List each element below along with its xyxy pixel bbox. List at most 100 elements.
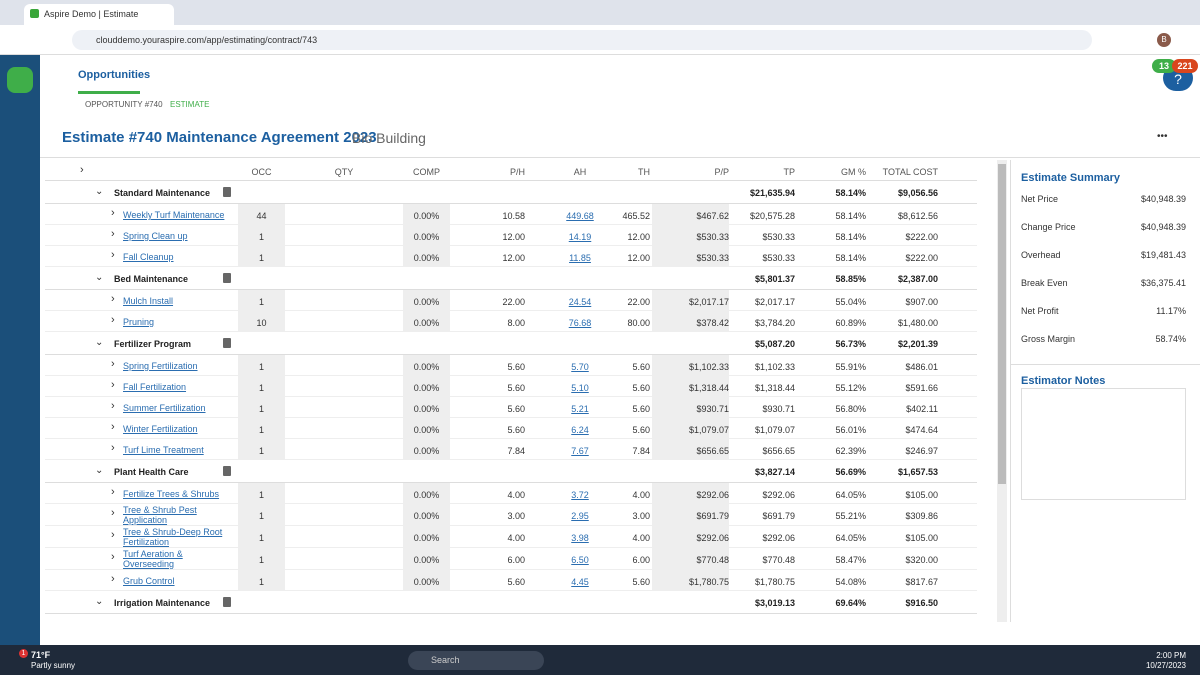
cell: $530.33 bbox=[696, 253, 729, 263]
badge: 13 bbox=[1152, 59, 1176, 73]
group-gm: 56.69% bbox=[835, 467, 866, 477]
cell: 58.14% bbox=[835, 232, 866, 242]
scrollbar bbox=[997, 160, 1007, 622]
cell[interactable]: 7.67 bbox=[571, 446, 589, 456]
item-name[interactable]: Mulch Install bbox=[123, 296, 174, 306]
group-name: Fertilizer Program bbox=[114, 339, 192, 349]
cell: 0.00% bbox=[413, 297, 440, 307]
summary-value: 11.17% bbox=[1156, 306, 1186, 316]
cell[interactable]: 449.68 bbox=[566, 211, 594, 221]
weather: Partly sunny bbox=[31, 661, 76, 670]
cell: 1 bbox=[258, 404, 264, 414]
cell: 7.84 bbox=[632, 446, 650, 456]
notification-badge: 1 bbox=[19, 649, 28, 658]
address-bar[interactable]: clouddemo.youraspire.com/app/estimating/… bbox=[72, 30, 1092, 50]
item-name[interactable]: Turf Lime Treatment bbox=[123, 445, 204, 455]
cell[interactable]: 3.72 bbox=[571, 490, 589, 500]
cell: 62.39% bbox=[835, 446, 866, 456]
notes-box[interactable] bbox=[1021, 388, 1186, 500]
cell[interactable]: 11.85 bbox=[569, 253, 591, 263]
shaded-cell bbox=[403, 504, 450, 526]
url: clouddemo.youraspire.com/app/estimating/… bbox=[96, 35, 318, 45]
item-name[interactable]: Weekly Turf Maintenance bbox=[123, 210, 225, 220]
profile[interactable]: B bbox=[1157, 33, 1171, 47]
expand: › bbox=[111, 228, 115, 240]
cell[interactable]: 14.19 bbox=[568, 232, 592, 242]
cell[interactable]: 24.54 bbox=[568, 297, 592, 307]
item-name[interactable]: Spring Clean up bbox=[123, 231, 188, 241]
cell[interactable]: 5.21 bbox=[571, 404, 589, 414]
group-tp: $3,019.13 bbox=[754, 598, 795, 608]
cell: 5.60 bbox=[507, 383, 525, 393]
cell[interactable]: 4.45 bbox=[571, 577, 589, 587]
item-name[interactable]: Spring Fertilization bbox=[123, 361, 198, 371]
page-subtitle: Bio Building bbox=[352, 130, 426, 146]
cell[interactable]: 5.10 bbox=[571, 383, 589, 393]
item-name[interactable]: Fertilize Trees & Shrubs bbox=[123, 489, 220, 499]
cell: 1 bbox=[258, 555, 264, 565]
shaded-cell bbox=[238, 483, 285, 504]
collapse: ⌄ bbox=[95, 596, 104, 607]
cell[interactable]: 6.50 bbox=[571, 555, 589, 565]
cell: $691.79 bbox=[762, 511, 795, 521]
search-box[interactable]: Search bbox=[408, 651, 544, 670]
shaded-cell bbox=[403, 204, 450, 225]
cell: 1 bbox=[258, 253, 264, 263]
shaded-cell bbox=[652, 439, 729, 460]
doc-icon bbox=[223, 187, 231, 197]
cell: 0.00% bbox=[413, 404, 440, 414]
item-name[interactable]: Tree & Shrub Pest Application bbox=[123, 505, 197, 525]
summary-title: Estimate Summary bbox=[1021, 172, 1121, 184]
shaded-cell bbox=[238, 570, 285, 591]
date: 10/27/2023 bbox=[1145, 661, 1186, 670]
shaded-cell bbox=[403, 355, 450, 376]
cell[interactable]: 6.24 bbox=[571, 425, 589, 435]
breadcrumb[interactable]: OPPORTUNITY #740 bbox=[85, 100, 163, 109]
shaded-cell bbox=[652, 483, 729, 504]
cell: 54.08% bbox=[835, 577, 866, 587]
cell: 1 bbox=[258, 297, 264, 307]
item-name[interactable]: Grub Control bbox=[123, 576, 175, 586]
item-name[interactable]: Fall Cleanup bbox=[123, 252, 174, 262]
cell[interactable]: 2.95 bbox=[571, 511, 589, 521]
group-cost: $916.50 bbox=[905, 598, 938, 608]
cell: $530.33 bbox=[762, 232, 795, 242]
column-header: TP bbox=[783, 167, 795, 177]
item-row bbox=[45, 204, 977, 225]
cell: $1,480.00 bbox=[897, 318, 938, 328]
item-name[interactable]: Winter Fertilization bbox=[123, 424, 198, 434]
item-name[interactable]: Pruning bbox=[123, 317, 155, 327]
shaded-cell bbox=[652, 504, 729, 526]
summary-label: Gross Margin bbox=[1021, 334, 1076, 344]
cell[interactable]: 3.98 bbox=[571, 533, 589, 543]
group-gm: 58.14% bbox=[835, 188, 866, 198]
cell: 1 bbox=[258, 383, 264, 393]
group-gm: 58.85% bbox=[835, 274, 866, 284]
tab[interactable]: Aspire Demo | Estimate bbox=[24, 4, 174, 25]
cell[interactable]: 76.68 bbox=[568, 318, 592, 328]
cell: $1,102.33 bbox=[754, 362, 795, 372]
item-name[interactable]: Tree & Shrub-Deep Root Fertilization bbox=[123, 527, 223, 547]
summary-panel bbox=[1010, 160, 1200, 622]
shaded-cell bbox=[652, 548, 729, 570]
cell: 58.47% bbox=[835, 555, 866, 565]
collapse: ⌄ bbox=[95, 465, 104, 476]
item-name[interactable]: Summer Fertilization bbox=[123, 403, 206, 413]
cell: 12.00 bbox=[627, 253, 650, 263]
cell: 0.00% bbox=[413, 383, 440, 393]
item-name[interactable]: Turf Aeration & Overseeding bbox=[123, 549, 183, 569]
cell: 0.00% bbox=[413, 425, 440, 435]
nav-tab[interactable]: Opportunities bbox=[78, 69, 151, 81]
cell: $770.48 bbox=[696, 555, 729, 565]
menu[interactable]: ••• bbox=[1157, 131, 1168, 142]
shaded-cell bbox=[403, 570, 450, 591]
shaded-cell bbox=[238, 246, 285, 267]
expand: › bbox=[111, 573, 115, 585]
item-name[interactable]: Fall Fertilization bbox=[123, 382, 187, 392]
cell: $907.00 bbox=[905, 297, 938, 307]
breadcrumb[interactable]: ESTIMATE bbox=[170, 100, 210, 109]
header-row bbox=[45, 160, 977, 181]
cell: 7.84 bbox=[507, 446, 525, 456]
summary-value: $40,948.39 bbox=[1140, 222, 1186, 232]
cell[interactable]: 5.70 bbox=[571, 362, 589, 372]
